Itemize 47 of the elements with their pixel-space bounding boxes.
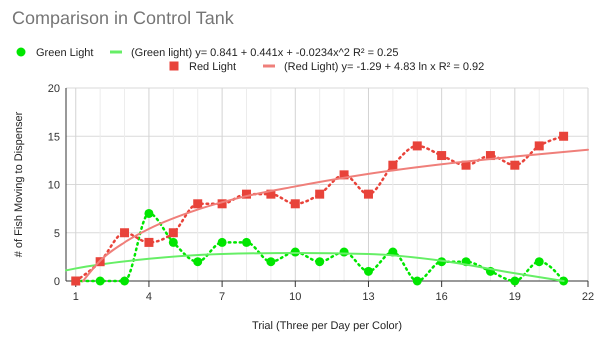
point (437, 151, 446, 160)
point (266, 257, 276, 266)
x-axis-title: Trial (Three per Day per Color) (252, 320, 402, 332)
point (218, 238, 227, 247)
y-tick-label: 20 (48, 83, 60, 95)
point (534, 257, 544, 266)
point (364, 190, 373, 199)
x-tick-label: 13 (362, 291, 375, 303)
point (559, 132, 568, 141)
y-axis-title: # of Fish Moving to Dispenser (13, 111, 25, 258)
point (96, 276, 105, 286)
point (120, 228, 130, 238)
y-tick-label: 0 (54, 276, 60, 288)
x-tick-label: 16 (436, 291, 448, 303)
point (144, 238, 154, 247)
legend-label: (Red Light) y= -1.29 + 4.83 ln x R² = 0.92 (284, 61, 484, 73)
point (168, 238, 178, 247)
point (315, 257, 324, 266)
legend-label: (Green light) y= 0.841 + 0.441x + -0.0234x^2 R² = 0.25 (131, 47, 398, 59)
line-series (82, 148, 589, 282)
point (412, 141, 422, 150)
point (510, 160, 520, 170)
x-tick-label: 22 (582, 291, 594, 303)
point (388, 160, 398, 170)
y-tick-label: 5 (54, 228, 60, 240)
chart-title: Comparison in Control Tank (12, 8, 235, 28)
point (510, 276, 520, 286)
point (168, 228, 178, 238)
point (290, 199, 300, 208)
point (193, 257, 202, 266)
point (144, 208, 154, 218)
y-tick-label: 10 (48, 180, 60, 192)
x-tick-label: 7 (219, 291, 226, 303)
x-tick-label: 4 (146, 291, 152, 303)
x-tick-label: 10 (289, 291, 302, 303)
y-tick-label: 15 (48, 131, 60, 144)
point (120, 276, 130, 286)
x-tick-label: 1 (72, 291, 79, 303)
x-tick-label: 19 (508, 291, 521, 303)
legend-label: Green Light (36, 47, 94, 59)
point (193, 199, 202, 208)
legend-label: Red Light (189, 61, 236, 73)
point (315, 190, 324, 199)
point (534, 141, 544, 150)
point (242, 238, 252, 247)
point (364, 266, 373, 276)
point (412, 276, 422, 286)
